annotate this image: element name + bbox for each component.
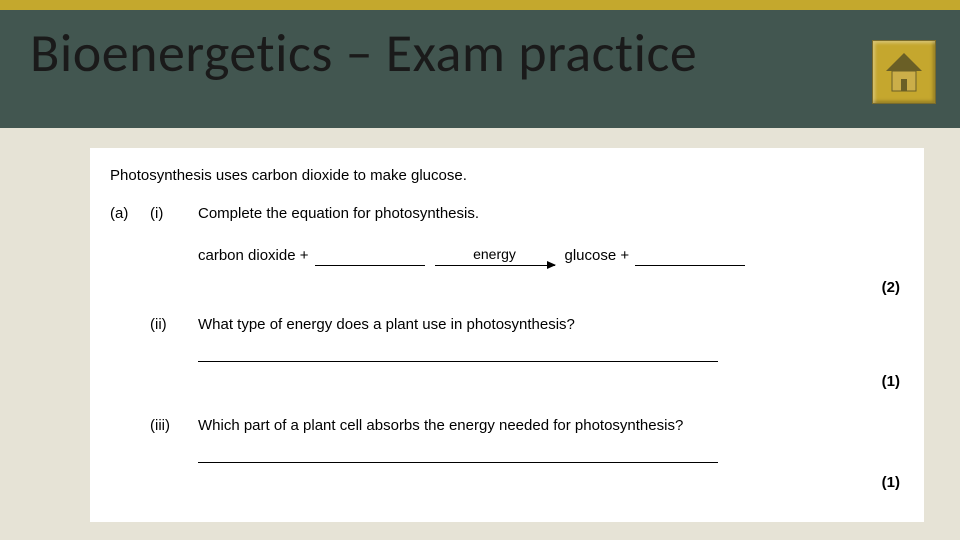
exam-paper: Photosynthesis uses carbon dioxide to ma… [90,148,924,522]
home-icon [881,49,927,95]
subpart-label: (ii) [150,315,198,335]
subpart-label: (iii) [150,416,198,436]
answer-line[interactable] [198,462,718,463]
marks-label: (1) [110,372,904,392]
arrow-label: energy [473,245,516,264]
slide-title: Bioenergetics – Exam practice [30,20,930,86]
home-button[interactable] [872,40,936,104]
marks-label: (1) [110,473,904,493]
question-row: (iii) Which part of a plant cell absorbs… [110,416,904,467]
question-row: (ii) What type of energy does a plant us… [110,315,904,366]
eq-rhs: glucose + [565,246,630,266]
answer-blank[interactable] [315,250,425,267]
question-prompt: Which part of a plant cell absorbs the e… [198,416,880,436]
question-row: (a) (i) Complete the equation for photos… [110,204,904,272]
question-prompt: What type of energy does a plant use in … [198,315,880,335]
equation: carbon dioxide + energy glucose + [198,245,880,267]
answer-line[interactable] [198,361,718,362]
marks-label: (2) [110,278,904,298]
reaction-arrow: energy [435,245,555,267]
slide-header: Bioenergetics – Exam practice [0,0,960,128]
question-prompt: Complete the equation for photosynthesis… [198,204,880,224]
answer-blank[interactable] [635,250,745,267]
intro-text: Photosynthesis uses carbon dioxide to ma… [110,166,904,186]
eq-lhs: carbon dioxide + [198,246,309,266]
part-label: (a) [110,204,150,224]
subpart-label: (i) [150,204,198,224]
